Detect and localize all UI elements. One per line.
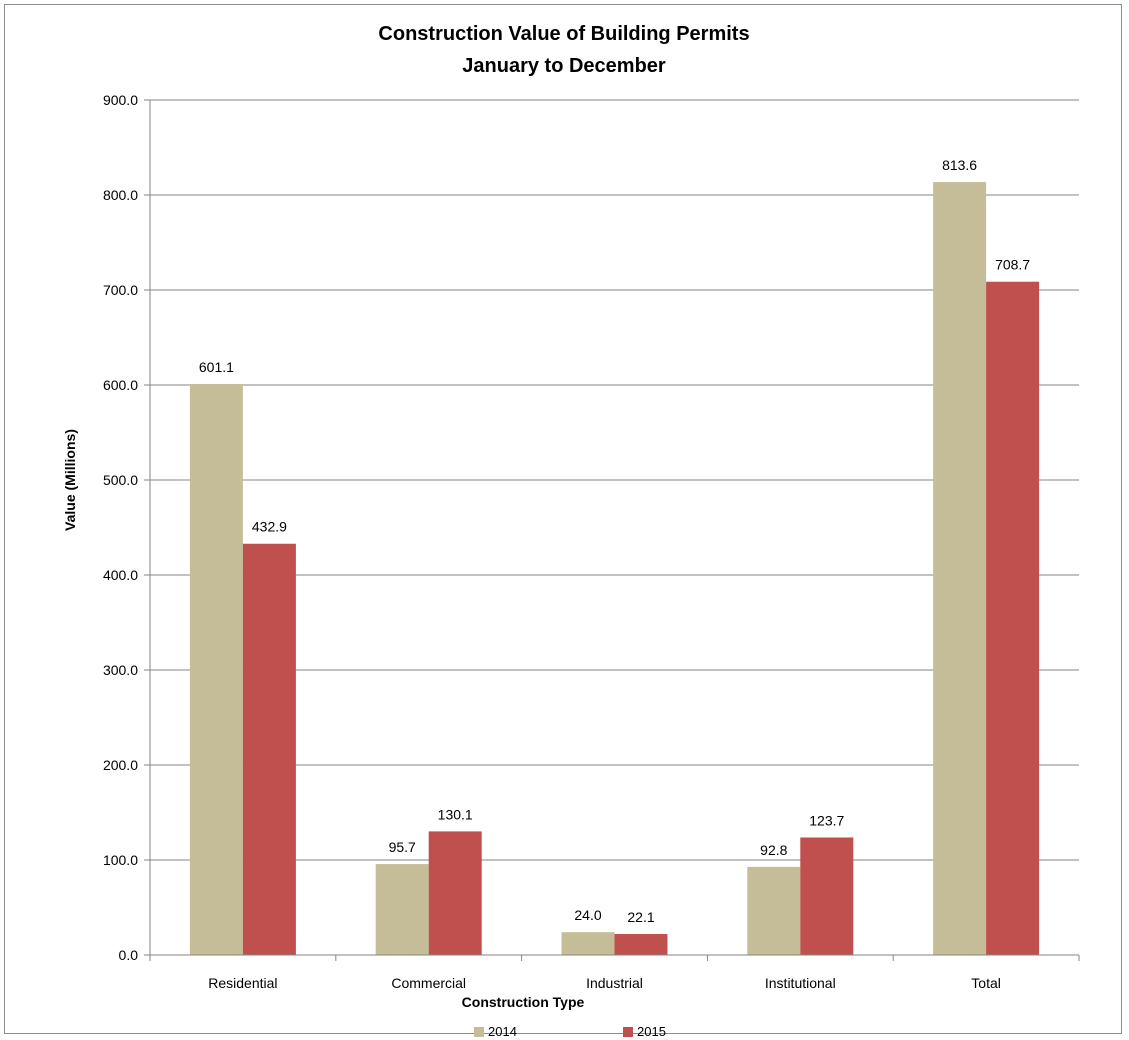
data-label: 92.8 — [760, 842, 787, 858]
y-tick-label: 0.0 — [119, 947, 139, 963]
data-label: 708.7 — [995, 257, 1030, 273]
y-tick-label: 200.0 — [103, 757, 138, 773]
x-tick-label: Commercial — [391, 975, 466, 991]
bar-2015-industrial — [614, 934, 668, 955]
y-tick-label: 800.0 — [103, 187, 138, 203]
y-tick-label: 900.0 — [103, 92, 138, 108]
legend-label-2014: 2014 — [488, 1024, 517, 1039]
data-label: 123.7 — [809, 812, 844, 828]
bars — [189, 182, 1040, 956]
data-labels: 601.1 432.9 95.7 130.1 24.0 22.1 92.8 123.7 813.… — [199, 157, 1030, 925]
bar-2015-total — [986, 281, 1040, 955]
data-label: 95.7 — [389, 839, 416, 855]
x-tick-label: Residential — [208, 975, 277, 991]
chart-title: Construction Value of Building Permits — [378, 23, 749, 45]
x-tick-label: Institutional — [765, 975, 836, 991]
data-label: 24.0 — [574, 907, 601, 923]
data-label: 432.9 — [252, 519, 287, 535]
y-tick-label: 400.0 — [103, 567, 138, 583]
bar-2015-residential — [242, 543, 296, 955]
legend-swatch-2015 — [623, 1027, 633, 1037]
axes: 0.0 100.0 200.0 300.0 400.0 500.0 600.0 700.0 80… — [103, 92, 1080, 991]
chart-subtitle: January to December — [462, 55, 666, 77]
bar-2014-industrial — [561, 932, 615, 955]
bar-2014-institutional — [747, 866, 801, 955]
legend: 2014 2015 — [474, 1024, 666, 1039]
data-label: 601.1 — [199, 359, 234, 375]
bar-2015-institutional — [800, 837, 854, 955]
data-label: 813.6 — [942, 157, 977, 173]
y-axis-title: Value (Millions) — [62, 429, 78, 531]
x-tick-label: Total — [971, 975, 1001, 991]
data-label: 22.1 — [627, 909, 654, 925]
x-tick-label: Industrial — [586, 975, 643, 991]
y-tick-label: 500.0 — [103, 472, 138, 488]
x-axis-title: Construction Type — [462, 994, 585, 1010]
data-label: 130.1 — [438, 806, 473, 822]
y-tick-label: 300.0 — [103, 662, 138, 678]
bar-2015-commercial — [428, 831, 482, 955]
bar-2014-total — [933, 182, 987, 955]
gridlines — [150, 99, 1079, 861]
legend-swatch-2014 — [474, 1027, 484, 1037]
bar-2014-commercial — [375, 864, 429, 955]
y-tick-label: 700.0 — [103, 282, 138, 298]
legend-label-2015: 2015 — [637, 1024, 666, 1039]
y-tick-label: 100.0 — [103, 852, 138, 868]
y-tick-label: 600.0 — [103, 377, 138, 393]
bar-2014-residential — [189, 383, 243, 956]
